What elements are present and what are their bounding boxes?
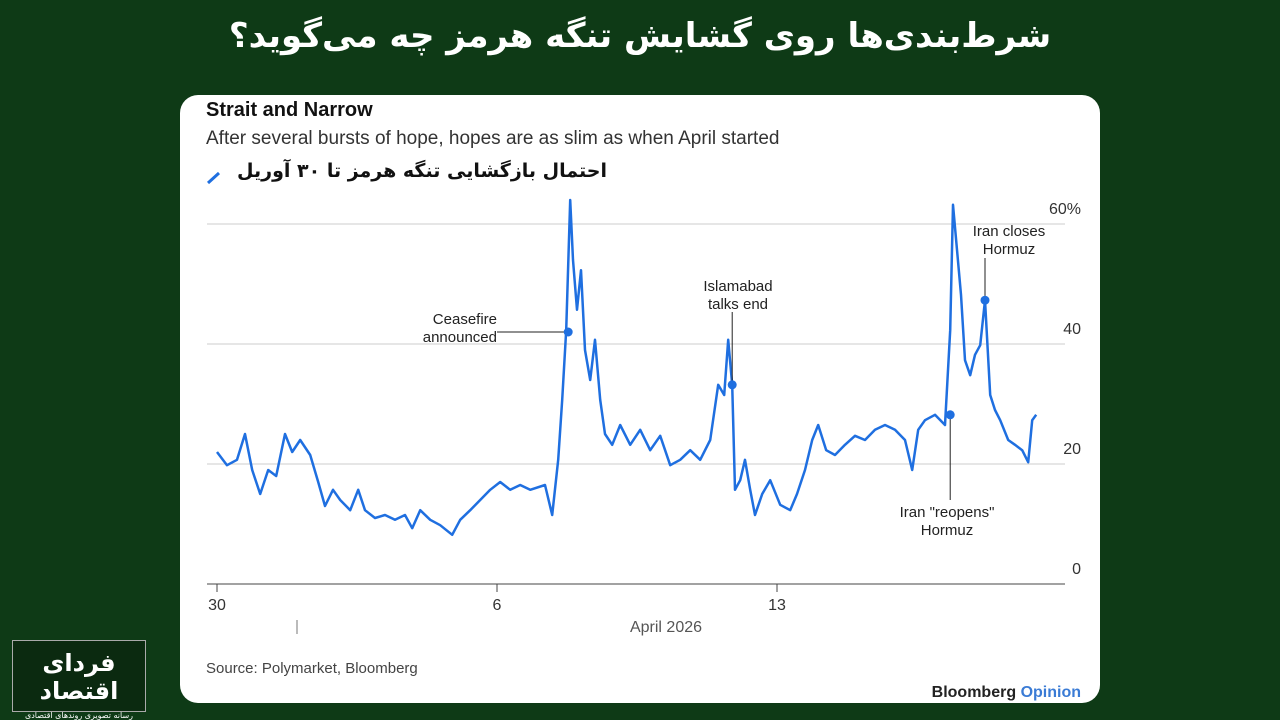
logo-name: فردای اقتصاد (39, 649, 119, 705)
annotation-dot (980, 295, 990, 305)
x-tick-label: 6 (493, 597, 502, 614)
y-tick-label: 20 (1063, 441, 1081, 458)
annotation-label: Iran closes (973, 223, 1046, 240)
annotation-label: Iran "reopens" (900, 504, 995, 521)
credit: Bloomberg Opinion (932, 684, 1081, 701)
chart-title: Strait and Narrow (206, 99, 373, 121)
y-tick-label: 0 (1072, 561, 1081, 578)
annotation-label: talks end (708, 296, 768, 313)
credit-section: Opinion (1021, 684, 1081, 701)
annotation-label: Islamabad (703, 278, 772, 295)
credit-brand: Bloomberg (932, 684, 1016, 701)
x-tick-label: 13 (768, 597, 786, 614)
legend-swatch (206, 171, 221, 185)
annotation-label: Hormuz (921, 522, 974, 539)
headline: شرط‌بندی‌ها روی گشایش تنگه هرمز چه می‌گو… (228, 16, 1052, 56)
x-axis-label: April 2026 (630, 619, 702, 636)
annotation-label: Hormuz (983, 241, 1036, 258)
logo: فردای اقتصاد رسانه تصویری روندهای اقتصاد… (12, 640, 146, 720)
x-tick-label: 30 (208, 597, 226, 614)
annotation-dot (727, 380, 737, 390)
annotation-dot (563, 327, 573, 337)
chart-subtitle: After several bursts of hope, hopes are … (206, 128, 779, 149)
legend-label: احتمال بازگشایی تنگه هرمز تا ۳۰ آوریل (237, 160, 607, 182)
annotation-label: Ceasefire (433, 311, 497, 328)
annotation-label: announced (423, 329, 497, 346)
y-tick-label: 40 (1063, 321, 1081, 338)
source: Source: Polymarket, Bloomberg (206, 660, 418, 677)
annotation-dot (945, 410, 955, 420)
logo-tagline: رسانه تصویری روندهای اقتصادی (24, 711, 134, 720)
series-line (216, 198, 1038, 537)
y-tick-label: 60% (1049, 201, 1081, 218)
